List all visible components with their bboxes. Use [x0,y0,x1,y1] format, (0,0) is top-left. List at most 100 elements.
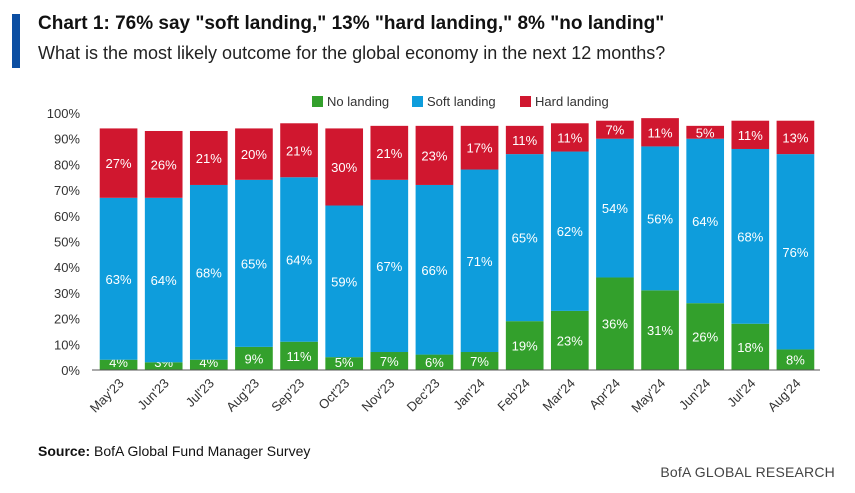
data-label-no-landing: 8% [786,353,805,368]
bar-segment-no-landing [731,323,770,370]
legend-label-no-landing: No landing [327,94,389,109]
x-tick-label: May'24 [628,376,668,416]
data-label-soft-landing: 65% [512,231,538,246]
data-label-soft-landing: 68% [737,229,763,244]
x-tick-label: Aug'23 [223,376,262,415]
y-tick-label: 90% [54,132,80,147]
bar-segment-hard-landing [415,125,454,185]
data-label-soft-landing: 64% [286,252,312,267]
bar-segment-soft-landing [596,138,634,278]
data-label-hard-landing: 21% [376,146,402,161]
bar-segment-no-landing [505,321,544,370]
data-label-soft-landing: 65% [241,256,267,271]
bar-segment-soft-landing [325,205,364,358]
chart-subtitle: What is the most likely outcome for the … [38,43,666,63]
bar-segment-soft-landing [460,169,499,353]
y-tick-label: 20% [54,312,80,327]
bar-segment-soft-landing [99,197,138,360]
data-label-hard-landing: 27% [106,156,132,171]
data-label-soft-landing: 68% [196,265,222,280]
data-label-soft-landing: 63% [106,272,132,287]
bar-segment-hard-landing [280,123,318,178]
bar-segment-hard-landing [460,125,499,170]
bar-segment-no-landing [550,310,589,370]
chart-title: Chart 1: 76% say "soft landing," 13% "ha… [38,13,665,34]
x-tick-label: Oct'23 [315,376,352,413]
data-label-soft-landing: 76% [782,245,808,260]
bar-segment-hard-landing [596,120,634,139]
data-label-soft-landing: 64% [151,273,177,288]
bar-segment-no-landing [415,354,454,370]
data-label-soft-landing: 54% [602,201,628,216]
bar-segment-hard-landing [686,125,725,139]
data-label-hard-landing: 13% [782,130,808,145]
bar-segment-hard-landing [144,130,183,198]
x-tick-label: Jul'24 [724,376,758,410]
bar-segment-soft-landing [686,138,725,304]
bar-segment-hard-landing [325,128,364,206]
legend-swatch-no-landing [312,96,323,107]
x-tick-label: May'23 [87,376,127,416]
data-label-soft-landing: 67% [376,259,402,274]
y-tick-label: 100% [47,106,81,121]
bar-segment-hard-landing [641,118,679,147]
data-label-hard-landing: 21% [286,143,312,158]
bar-segment-soft-landing [550,151,589,311]
source-label: Source: [38,443,91,459]
data-label-no-landing: 6% [425,355,444,370]
data-label-no-landing: 7% [380,354,399,369]
bar-segment-no-landing [235,346,273,370]
bar-segment-hard-landing [550,123,589,152]
data-label-soft-landing: 71% [467,254,493,269]
x-tick-label: Dec'23 [404,376,443,415]
y-tick-label: 70% [54,183,80,198]
data-label-no-landing: 36% [602,317,628,332]
bar-segment-no-landing [641,290,679,370]
bar-segment-no-landing [325,357,364,370]
y-tick-label: 0% [61,363,80,378]
y-tick-label: 30% [54,286,80,301]
x-tick-label: Aug'24 [765,376,804,415]
bar-segment-soft-landing [189,184,228,360]
bar-segment-hard-landing [505,125,544,155]
bar-segment-soft-landing [731,148,770,324]
y-tick-label: 10% [54,337,80,352]
bar-segment-hard-landing [776,120,815,155]
title-accent-bar [12,14,20,68]
x-tick-label: Jun'24 [676,376,713,413]
data-label-no-landing: 9% [245,351,264,366]
x-tick-label: Jun'23 [134,376,171,413]
data-label-hard-landing: 21% [196,151,222,166]
bar-segment-soft-landing [505,154,544,322]
x-tick-label: Apr'24 [586,376,623,413]
x-tick-label: Nov'23 [358,376,397,415]
data-label-hard-landing: 17% [467,141,493,156]
data-label-soft-landing: 56% [647,211,673,226]
data-label-hard-landing: 11% [738,128,763,143]
legend-swatch-soft-landing [412,96,423,107]
data-label-hard-landing: 5% [696,125,715,140]
bar-segment-soft-landing [641,146,679,291]
bar-segment-no-landing [370,352,409,370]
data-label-no-landing: 23% [557,333,583,348]
bar-segment-hard-landing [731,120,770,149]
legend-swatch-hard-landing [520,96,531,107]
data-label-hard-landing: 26% [151,157,177,172]
bar-segment-soft-landing [144,197,183,363]
legend-label-soft-landing: Soft landing [427,94,496,109]
y-tick-label: 40% [54,260,80,275]
bar-segment-hard-landing [370,125,409,180]
data-label-hard-landing: 23% [421,148,447,163]
data-label-hard-landing: 7% [606,123,625,138]
bar-segment-hard-landing [235,128,273,180]
bar-segment-no-landing [189,359,228,370]
bar-segment-soft-landing [370,179,409,353]
bar-segment-no-landing [596,277,634,370]
data-label-soft-landing: 66% [421,263,447,278]
x-tick-label: Jan'24 [450,376,487,413]
y-tick-label: 50% [54,235,80,250]
bar-segment-no-landing [144,362,183,370]
brand-label: BofA GLOBAL RESEARCH [660,464,835,480]
bar-segment-no-landing [460,352,499,370]
data-label-no-landing: 31% [647,323,673,338]
